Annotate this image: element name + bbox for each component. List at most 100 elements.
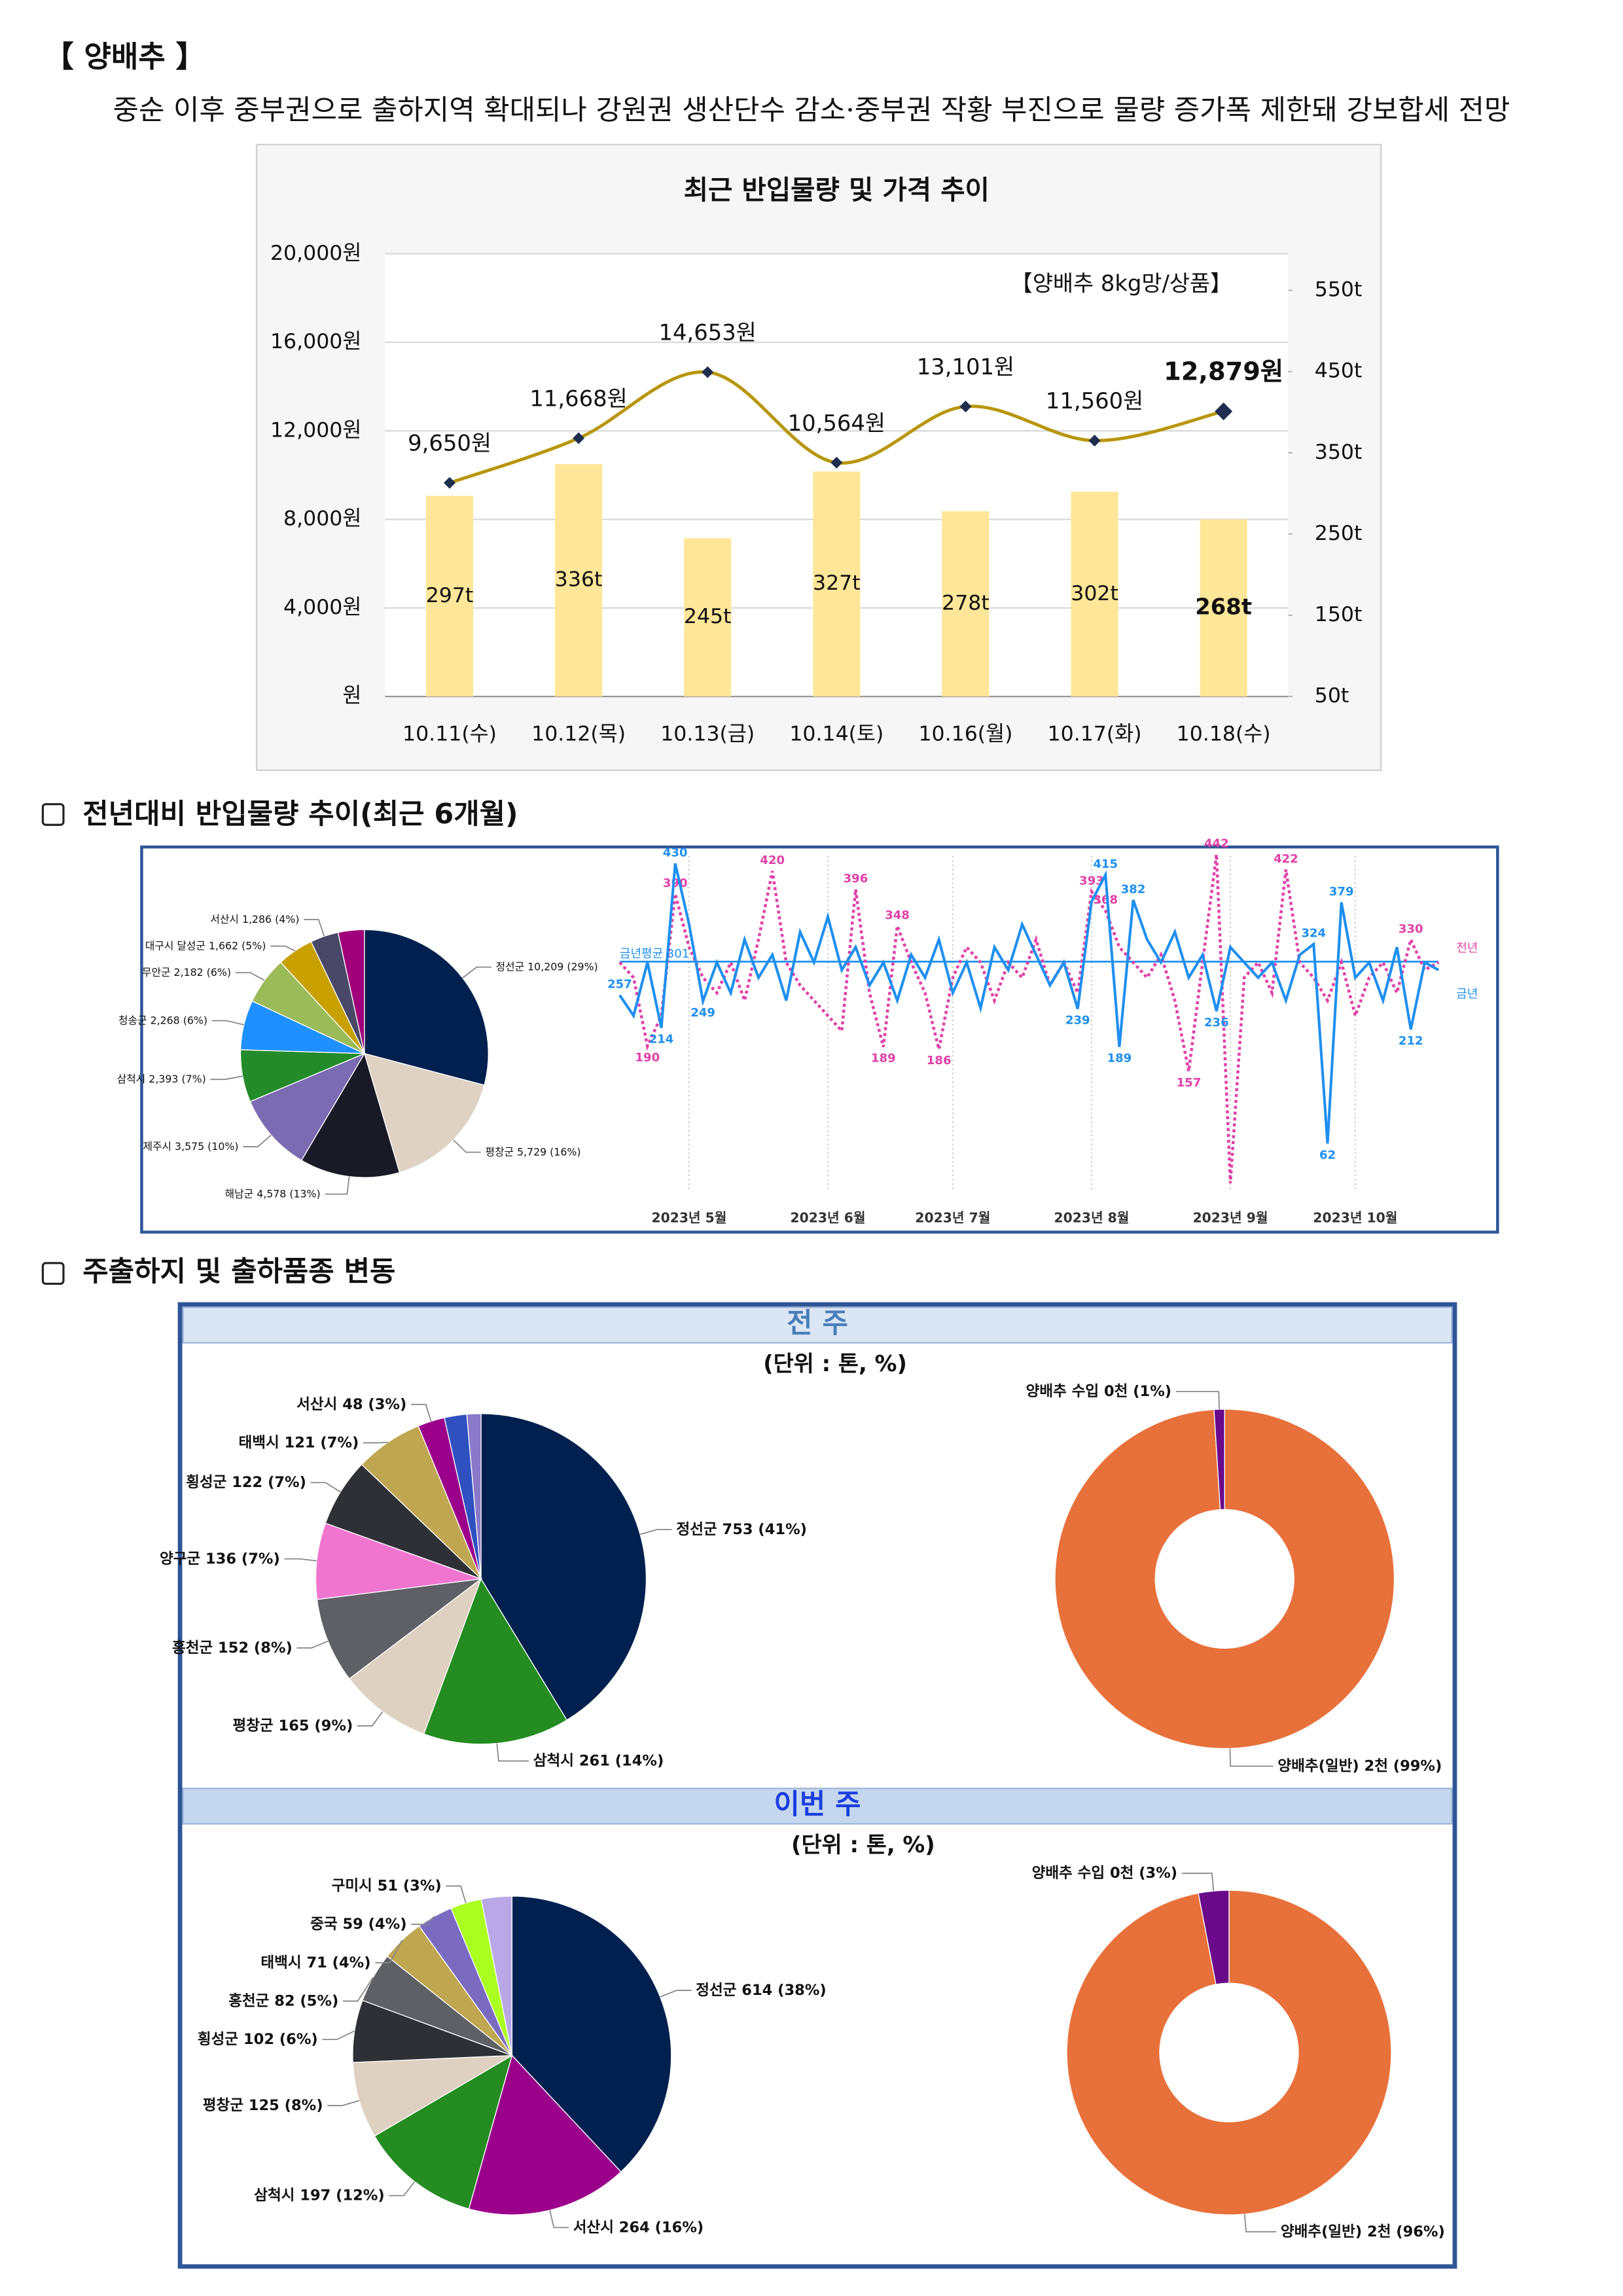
pie-slice (468, 2054, 622, 2215)
point-label: 422 (1274, 852, 1298, 866)
slice-category: 무안군 (142, 966, 171, 978)
slice-category: 횡성군 (186, 1474, 226, 1491)
leader-line (411, 1916, 435, 1926)
leader-line (1181, 1873, 1215, 1892)
point-label: 12,879원 (1164, 357, 1283, 386)
leader-line (210, 1075, 243, 1081)
y2-tick-label: 250t (1315, 522, 1363, 545)
slice-category: 정선군 (496, 960, 525, 973)
pie-slice (363, 1052, 485, 1174)
leader-line (325, 1176, 350, 1195)
slice-value: 136 (7%) (205, 1550, 280, 1567)
slice-category: 양배추(일반) (1281, 2223, 1362, 2240)
slice-value: 0천 (3%) (1110, 1865, 1177, 1882)
slice-category: 해남군 (225, 1187, 254, 1200)
slice-value: 121 (7%) (285, 1434, 359, 1451)
slice-category: 홍천군 (172, 1639, 213, 1656)
slice-category: 청송군 (118, 1014, 147, 1026)
pie-slice (315, 1522, 482, 1600)
slice-value: 2천 (96%) (1367, 2223, 1445, 2240)
slice-category: 태백시 (239, 1434, 279, 1451)
slice-label: 횡성군 122 (7%) (186, 1474, 306, 1491)
leader-line (639, 1528, 672, 1535)
bar (555, 464, 603, 697)
slice-label: 양구군 136 (7%) (160, 1550, 280, 1567)
point-label: 430 (663, 846, 688, 859)
slice-value: 2,182 (6%) (174, 966, 231, 978)
slice-category: 제주시 (143, 1140, 172, 1153)
point-label: 11,560원 (1046, 388, 1143, 414)
bar (684, 538, 732, 697)
bar-label: 297t (426, 584, 474, 607)
bar-label: 268t (1195, 594, 1252, 619)
slice-category: 대구시 달성군 (145, 939, 205, 952)
leader-line (375, 1939, 403, 1964)
point-label: 10,564원 (788, 410, 885, 436)
slice-value: 753 (41%) (722, 1520, 807, 1537)
bar-label: 327t (813, 571, 861, 595)
point-label: 9,650원 (408, 431, 491, 456)
point-label: 189 (1107, 1052, 1132, 1066)
point-label: 62 (1319, 1148, 1336, 1162)
slice-value: 261 (14%) (579, 1752, 664, 1769)
series-line (618, 853, 1440, 1183)
slice-category: 태백시 (260, 1954, 301, 1971)
slice-category: 홍천군 (228, 1992, 269, 2009)
y2-tick-label: 50t (1315, 684, 1349, 708)
slice-category: 평창군 (232, 1717, 273, 1734)
leader-line (411, 1403, 432, 1422)
leader-line (304, 919, 325, 937)
slice-value: 51 (3%) (378, 1877, 442, 1894)
pie-slice (480, 1895, 513, 2056)
checkbox (41, 803, 65, 826)
x-tick-label: 10.18(수) (1177, 723, 1271, 746)
point-marker (830, 456, 843, 469)
section-title: 【 양배추 】 (45, 39, 205, 74)
leader-line (343, 1977, 374, 2002)
legend-label: 전년 (1456, 942, 1478, 956)
x-tick-label: 2023년 10월 (1313, 1210, 1397, 1226)
point-label: 249 (690, 1006, 715, 1020)
pie-slice (374, 2054, 513, 2210)
slice-category: 횡성군 (198, 2031, 238, 2048)
point-label: 382 (1121, 882, 1146, 896)
x-tick-label: 10.11(수) (402, 723, 497, 746)
bar (942, 511, 990, 697)
bar (425, 495, 474, 697)
slice-label: 서산시 48 (3%) (296, 1395, 406, 1412)
point-label: 379 (1329, 885, 1354, 899)
slice-value: 102 (6%) (243, 2031, 318, 2048)
annotation: 【양배추 8kg망/상품】 (1010, 271, 1232, 296)
section-heading: 전년대비 반입물량 추이(최근 6개월) (82, 798, 518, 831)
leader-line (462, 966, 491, 978)
panel-header (182, 1787, 1453, 1825)
slice-label: 대구시 달성군 1,662 (5%) (145, 939, 266, 952)
slice-value: 59 (4%) (342, 1916, 406, 1933)
donut-slice (1213, 1408, 1225, 1511)
slice-label: 태백시 121 (7%) (239, 1434, 359, 1451)
donut-slice (1054, 1408, 1395, 1749)
x-tick-label: 10.14(토) (789, 723, 883, 746)
point-label: 348 (885, 908, 910, 922)
slice-value: 122 (7%) (232, 1474, 306, 1491)
point-label: 415 (1093, 857, 1118, 871)
leader-line (549, 2210, 569, 2229)
leader-line (453, 1139, 481, 1153)
slice-value: 4,578 (13%) (257, 1187, 321, 1200)
slice-label: 양배추(일반) 2천 (99%) (1277, 1757, 1442, 1774)
point-label: 239 (1065, 1013, 1090, 1027)
slice-value: 1,662 (5%) (209, 939, 266, 952)
slice-value: 10,209 (29%) (527, 960, 598, 973)
leader-line (1243, 2214, 1277, 2233)
bar (813, 471, 861, 697)
point-label: 442 (1204, 837, 1229, 851)
slice-label: 삼척시 2,393 (7%) (117, 1073, 206, 1085)
slice-value: 2,393 (7%) (149, 1073, 205, 1085)
bar-label: 278t (942, 592, 990, 615)
slice-label: 제주시 3,575 (10%) (143, 1140, 239, 1153)
pie-slice (466, 1413, 482, 1579)
point-label: 212 (1399, 1034, 1423, 1048)
slice-value: 0천 (1%) (1104, 1383, 1171, 1400)
